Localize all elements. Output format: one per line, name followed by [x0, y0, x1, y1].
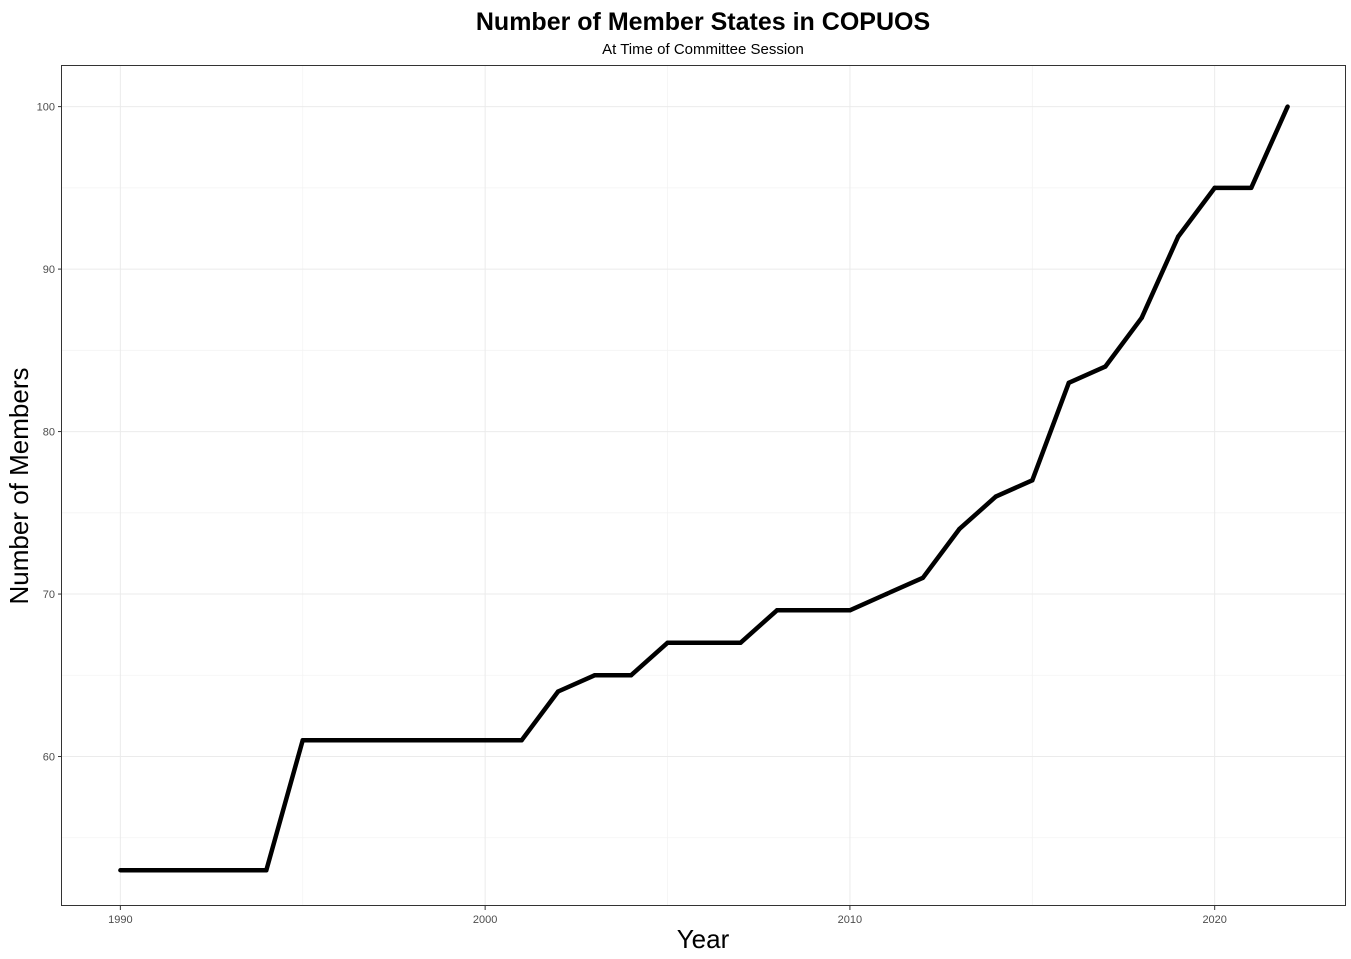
- data-point: [300, 738, 305, 743]
- data-point: [1103, 364, 1108, 369]
- chart-title: Number of Member States in COPUOS: [476, 8, 930, 36]
- data-point: [592, 673, 597, 678]
- data-point: [701, 640, 707, 645]
- data-point: [482, 738, 488, 743]
- data-point: [1139, 315, 1144, 321]
- data-point: [920, 575, 926, 580]
- series-line: [120, 105, 1290, 873]
- data-point: [1030, 478, 1035, 483]
- y-axis-title: Number of Members: [4, 368, 34, 605]
- data-point: [1285, 104, 1290, 109]
- series-layer: [118, 104, 1290, 873]
- data-point: [1212, 185, 1217, 191]
- data-point: [1176, 234, 1181, 239]
- data-point: [957, 526, 962, 532]
- x-tick-label: 2010: [838, 914, 862, 926]
- axis-ticks: 1990 2000 2010 2020 60 70 80 90 100: [37, 102, 1227, 926]
- y-tick-label: 70: [43, 589, 55, 601]
- data-point: [555, 689, 561, 694]
- x-tick-label: 2020: [1202, 914, 1226, 926]
- y-tick-label: 100: [37, 102, 55, 114]
- data-point: [337, 738, 342, 743]
- data-point: [191, 868, 196, 873]
- y-tick-label: 60: [43, 752, 55, 764]
- data-point: [519, 738, 524, 743]
- data-point: [227, 868, 232, 873]
- data-point: [774, 608, 780, 613]
- data-point: [665, 640, 670, 645]
- data-point: [847, 608, 853, 613]
- data-point: [628, 673, 634, 678]
- chart-subtitle: At Time of Committee Session: [602, 41, 804, 58]
- x-tick-label: 2000: [473, 914, 497, 926]
- data-point: [118, 868, 123, 873]
- data-point: [738, 640, 743, 645]
- data-point: [1066, 380, 1071, 386]
- data-point: [811, 608, 816, 613]
- data-point: [1248, 185, 1254, 191]
- data-point: [154, 868, 160, 873]
- x-axis-title: Year: [677, 924, 730, 954]
- data-point: [373, 738, 378, 743]
- data-point: [884, 591, 889, 597]
- y-tick-label: 80: [43, 427, 55, 439]
- y-tick-label: 90: [43, 264, 55, 276]
- data-point: [446, 738, 451, 743]
- plot-panel-border: [61, 65, 1346, 906]
- data-point: [409, 738, 415, 743]
- data-point: [993, 494, 999, 499]
- x-tick-label: 1990: [108, 914, 132, 926]
- grid-lines: [62, 66, 1346, 906]
- data-point: [264, 868, 269, 873]
